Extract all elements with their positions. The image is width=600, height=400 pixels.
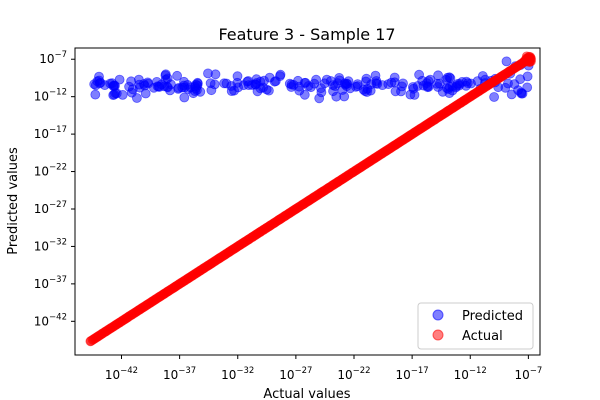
predicted-point <box>154 82 165 92</box>
x-tick-label: 10−7 <box>514 366 542 382</box>
predicted-point <box>407 82 418 92</box>
predicted-point <box>509 79 520 89</box>
x-axis: 10−42 10−37 10−32 10−27 10−22 10−17 10−12 10−7 <box>105 355 542 382</box>
predicted-point <box>264 72 275 83</box>
y-tick-label: 10−17 <box>34 125 67 141</box>
x-tick-label: 10−37 <box>163 366 196 382</box>
predicted-point <box>90 89 101 100</box>
y-tick-label: 10−32 <box>34 237 67 253</box>
predicted-point <box>179 82 190 93</box>
predicted-point <box>489 92 500 102</box>
predicted-point <box>229 85 240 96</box>
y-tick-label: 10−12 <box>34 88 67 104</box>
predicted-point <box>350 81 361 92</box>
predicted-point <box>294 81 305 92</box>
predicted-point <box>328 86 339 97</box>
predicted-point <box>140 88 151 99</box>
predicted-point <box>461 80 471 91</box>
x-tick-label: 10−17 <box>396 366 429 382</box>
predicted-point <box>179 92 190 103</box>
predicted-point <box>340 79 351 90</box>
predicted-point <box>423 76 434 86</box>
predicted-point <box>94 75 104 86</box>
x-tick-label: 10−32 <box>221 366 254 382</box>
legend-marker-predicted <box>432 309 444 321</box>
series-actual <box>85 51 536 347</box>
y-axis: 10−42 10−37 10−32 10−27 10−22 10−17 10−12 10−7 <box>34 50 75 328</box>
x-tick-label: 10−42 <box>105 366 138 382</box>
predicted-point <box>371 76 382 86</box>
y-tick-label: 10−37 <box>34 275 67 291</box>
y-tick-label: 10−22 <box>34 163 67 179</box>
y-tick-label: 10−42 <box>34 312 67 328</box>
predicted-point <box>284 78 295 89</box>
predicted-point <box>309 78 320 89</box>
actual-point <box>526 54 536 65</box>
predicted-point <box>516 87 527 98</box>
legend-label-actual: Actual <box>462 329 503 344</box>
legend-box <box>417 302 534 350</box>
x-tick-label: 10−27 <box>279 366 312 382</box>
predicted-point <box>316 87 327 98</box>
predicted-point <box>250 79 261 90</box>
y-tick-label: 10−7 <box>39 50 67 66</box>
predicted-point <box>261 84 272 95</box>
y-tick-label: 10−27 <box>34 200 67 216</box>
x-tick-label: 10−22 <box>337 366 370 382</box>
predicted-point <box>501 56 512 67</box>
series-predicted <box>89 56 534 104</box>
predicted-point <box>362 84 373 94</box>
x-axis-label: Actual values <box>263 387 350 400</box>
predicted-point <box>386 77 397 88</box>
predicted-point <box>124 81 135 92</box>
predicted-point <box>409 90 420 100</box>
predicted-point <box>477 71 488 81</box>
y-axis-label: Predicted values <box>6 147 21 255</box>
predicted-point <box>138 79 149 89</box>
plot-frame <box>74 47 541 356</box>
predicted-point <box>190 86 200 96</box>
legend-marker-actual <box>432 329 444 341</box>
predicted-point <box>396 86 406 97</box>
legend: Predicted Actual <box>417 302 534 350</box>
predicted-point <box>203 68 213 79</box>
predicted-point <box>441 83 452 94</box>
chart-title: Feature 3 - Sample 17 <box>218 25 395 44</box>
predicted-point <box>109 89 120 100</box>
predicted-point <box>107 78 118 89</box>
predicted-point <box>398 78 408 89</box>
legend-label-predicted: Predicted <box>462 309 523 324</box>
predicted-point <box>444 72 455 83</box>
predicted-point <box>209 79 220 90</box>
predicted-point <box>506 89 517 100</box>
x-tick-label: 10−12 <box>454 366 487 382</box>
predicted-point <box>172 70 183 81</box>
predicted-point <box>522 71 533 82</box>
predicted-point <box>452 79 463 89</box>
